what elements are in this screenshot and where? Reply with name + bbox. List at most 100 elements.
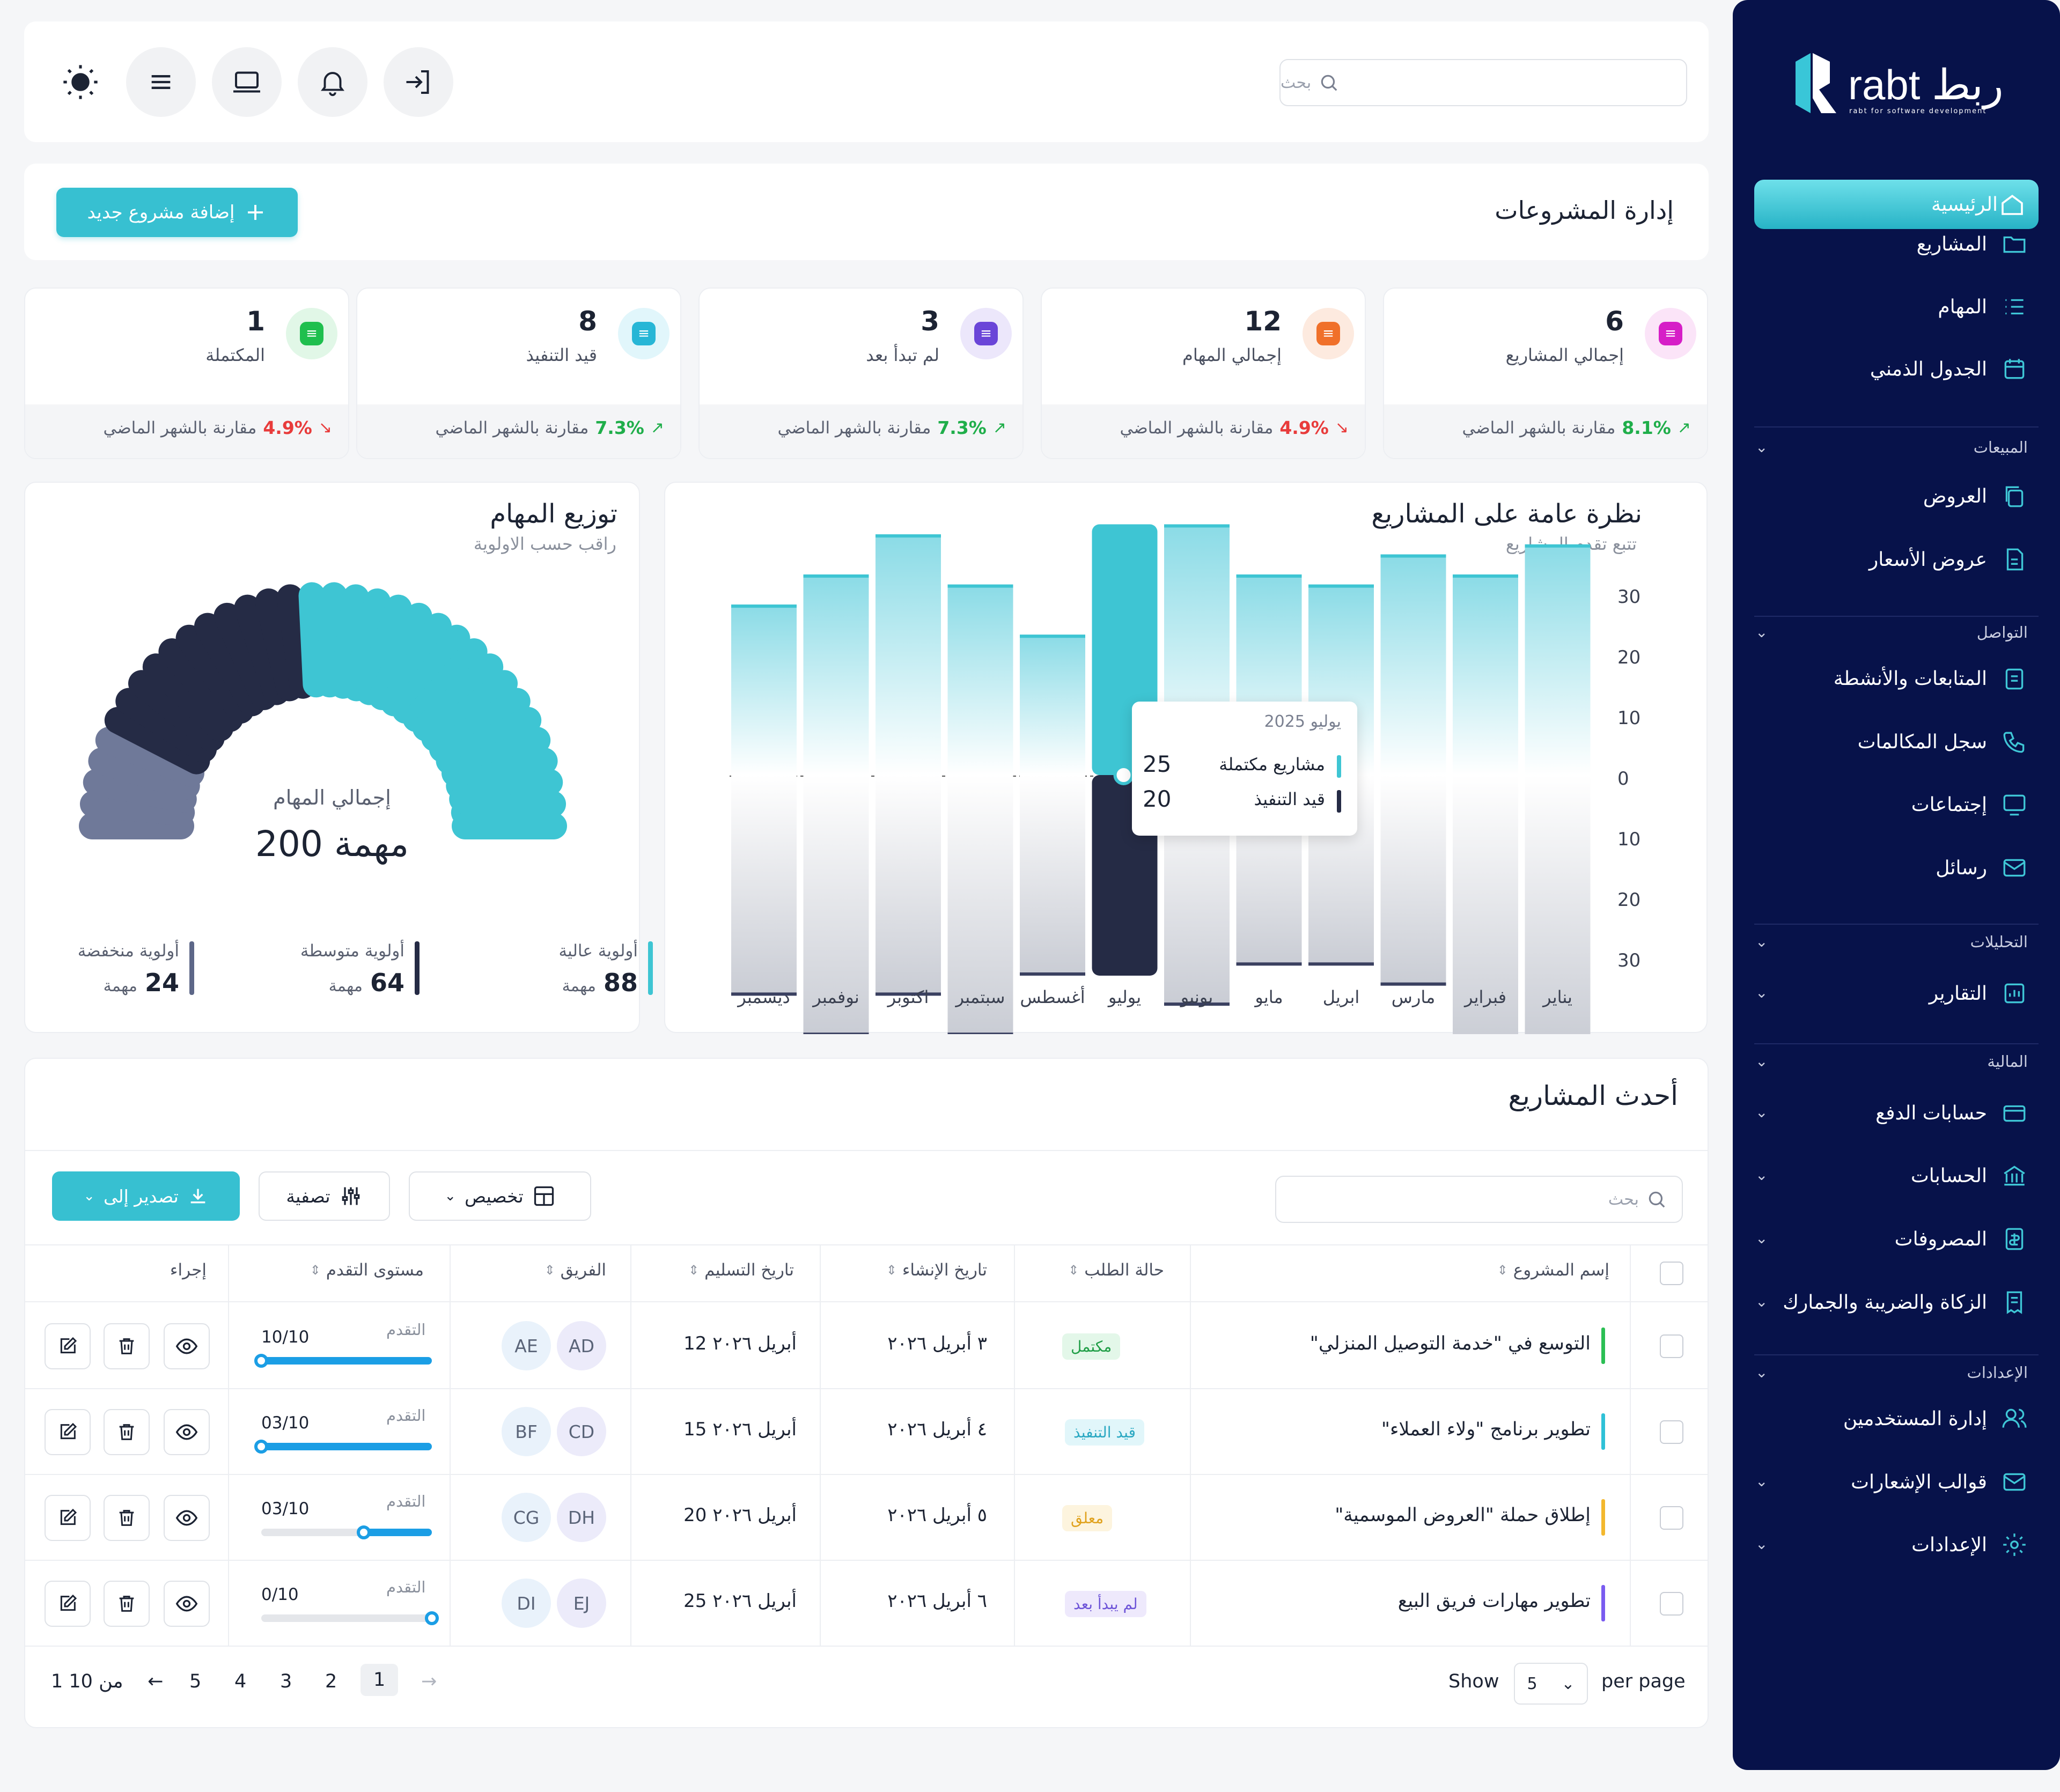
chevron-down-icon[interactable]: ⌄ — [1755, 1103, 1768, 1121]
project-name[interactable]: تطوير برنامج "ولاء العملاء" — [1381, 1419, 1591, 1440]
sidebar-item-home[interactable]: الرئيسية — [1754, 180, 2039, 229]
project-name[interactable]: إطلاق حملة "العروض الموسمية" — [1335, 1505, 1591, 1526]
project-name[interactable]: التوسع في "خدمة التوصيل المنزلي" — [1309, 1333, 1591, 1354]
delete-button[interactable] — [104, 1323, 150, 1369]
page-number[interactable]: 4 — [234, 1671, 247, 1692]
edit-button[interactable] — [45, 1495, 91, 1541]
bar-completed[interactable] — [1380, 554, 1446, 775]
project-name[interactable]: تطوير مهارات فريق البيع — [1397, 1590, 1591, 1612]
progress-knob[interactable] — [254, 1440, 268, 1454]
sidebar-item-followups[interactable]: المتابعات والأنشطة — [1834, 665, 2028, 692]
screen-button[interactable] — [212, 47, 282, 117]
chevron-down-icon[interactable]: ⌄ — [1755, 1229, 1768, 1247]
sidebar-item-reports[interactable]: التقارير — [1929, 980, 2028, 1007]
bar-completed[interactable] — [803, 574, 869, 775]
bar-in-progress[interactable] — [731, 775, 797, 996]
page-number[interactable]: 1 — [360, 1664, 399, 1696]
bar-in-progress[interactable] — [876, 775, 941, 996]
row-checkbox[interactable] — [1660, 1592, 1683, 1616]
bar-in-progress[interactable] — [1020, 775, 1085, 976]
team-avatar[interactable]: EJ — [555, 1577, 608, 1629]
team-avatar[interactable]: AE — [500, 1319, 553, 1372]
chevron-down-icon[interactable]: ⌄ — [1755, 1535, 1768, 1553]
delete-button[interactable] — [104, 1581, 150, 1627]
view-button[interactable] — [164, 1409, 210, 1455]
page-number[interactable]: 3 — [280, 1671, 292, 1692]
header-status[interactable]: ⇕ حالة الطلب — [1068, 1260, 1164, 1280]
search-field[interactable]: بحث — [1279, 59, 1687, 106]
bar-in-progress[interactable] — [947, 775, 1013, 1034]
row-checkbox[interactable] — [1660, 1420, 1683, 1444]
select-all-checkbox[interactable] — [1660, 1262, 1683, 1285]
sidebar-item-expenses[interactable]: المصروفات — [1895, 1226, 2028, 1252]
filter-button[interactable]: تصفية — [259, 1171, 390, 1221]
progress-knob[interactable] — [356, 1525, 371, 1539]
view-button[interactable] — [164, 1495, 210, 1541]
header-created[interactable]: ⇕ تاريخ الإنشاء — [886, 1260, 987, 1280]
chevron-down-icon[interactable]: ⌄ — [1755, 1363, 1768, 1381]
notifications-button[interactable] — [298, 47, 367, 117]
progress-knob[interactable] — [254, 1354, 268, 1368]
sidebar-item-messages[interactable]: رسائل — [1936, 854, 2028, 881]
sidebar-item-offers[interactable]: العروض — [1923, 483, 2028, 510]
team-avatar[interactable]: DH — [555, 1491, 608, 1544]
chevron-down-icon[interactable]: ⌄ — [1755, 1052, 1768, 1070]
bar-in-progress[interactable] — [1525, 775, 1591, 1034]
page-number[interactable]: 5 — [189, 1671, 202, 1692]
prev-page-icon[interactable]: ← — [148, 1671, 164, 1692]
bar-completed[interactable] — [731, 604, 797, 775]
add-project-button[interactable]: إضافة مشروع جديد — [56, 188, 298, 237]
sidebar-item-users[interactable]: إدارة المستخدمين — [1843, 1405, 2028, 1432]
theme-toggle[interactable] — [46, 47, 115, 117]
customize-button[interactable]: ⌄ تخصيص — [409, 1171, 591, 1221]
sidebar-item-accounts[interactable]: الحسابات — [1911, 1162, 2028, 1189]
row-checkbox[interactable] — [1660, 1334, 1683, 1358]
team-avatar[interactable]: BF — [500, 1405, 553, 1458]
menu-button[interactable] — [126, 47, 196, 117]
chevron-down-icon[interactable]: ⌄ — [1755, 933, 1768, 950]
bar-completed[interactable] — [1453, 574, 1518, 775]
page-number[interactable]: 2 — [325, 1671, 337, 1692]
sidebar-item-calls[interactable]: سجل المكالمات — [1858, 728, 2028, 755]
sidebar-item-timeline[interactable]: الجدول الذمني — [1870, 356, 2028, 382]
chevron-down-icon[interactable]: ⌄ — [1755, 1293, 1768, 1310]
edit-button[interactable] — [45, 1409, 91, 1455]
sidebar-item-tasks[interactable]: المهام — [1938, 293, 2028, 320]
delete-button[interactable] — [104, 1495, 150, 1541]
team-avatar[interactable]: CG — [500, 1491, 553, 1544]
delete-button[interactable] — [104, 1409, 150, 1455]
bar-in-progress[interactable] — [1453, 775, 1518, 1034]
header-delivery[interactable]: ⇕ تاريخ التسليم — [688, 1260, 794, 1280]
team-avatar[interactable]: DI — [500, 1577, 553, 1629]
view-button[interactable] — [164, 1323, 210, 1369]
chevron-down-icon[interactable]: ⌄ — [1755, 438, 1768, 456]
per-page-select[interactable]: 5 ⌄ — [1514, 1663, 1588, 1705]
team-avatar[interactable]: AD — [555, 1319, 608, 1372]
progress-knob[interactable] — [425, 1611, 439, 1625]
bar-in-progress[interactable] — [803, 775, 869, 1034]
team-avatar[interactable]: CD — [555, 1405, 608, 1458]
logout-button[interactable] — [384, 47, 453, 117]
edit-button[interactable] — [45, 1581, 91, 1627]
sidebar-item-notif[interactable]: قوالب الإشعارات — [1851, 1469, 2028, 1495]
edit-button[interactable] — [45, 1323, 91, 1369]
header-progress[interactable]: ⇕ مستوى التقدم — [310, 1260, 424, 1280]
sidebar-item-payments[interactable]: حسابات الدفع — [1875, 1100, 2028, 1126]
chevron-down-icon[interactable]: ⌄ — [1755, 1166, 1768, 1184]
export-button[interactable]: ⌄ تصدير إلى — [52, 1171, 240, 1221]
bar-completed[interactable] — [1020, 635, 1085, 775]
bar-in-progress[interactable] — [1380, 775, 1446, 986]
next-page-icon[interactable]: → — [421, 1671, 437, 1692]
bar-completed[interactable] — [947, 584, 1013, 775]
sidebar-item-zakat[interactable]: الزكاة والضريبة والجمارك — [1783, 1289, 2028, 1316]
bar-completed[interactable] — [1525, 544, 1591, 775]
sidebar-item-settings[interactable]: الإعدادات — [1911, 1531, 2028, 1558]
view-button[interactable] — [164, 1581, 210, 1627]
bar-completed[interactable] — [876, 534, 941, 775]
header-team[interactable]: ⇕ الفريق — [545, 1260, 606, 1280]
chevron-down-icon[interactable]: ⌄ — [1755, 984, 1768, 1001]
chevron-down-icon[interactable]: ⌄ — [1755, 1472, 1768, 1490]
sidebar-item-quotes[interactable]: عروض الأسعار — [1869, 546, 2028, 573]
header-name[interactable]: ⇕ إسم المشروع — [1497, 1260, 1609, 1280]
sidebar-item-meetings[interactable]: إجتماعات — [1911, 791, 2028, 818]
